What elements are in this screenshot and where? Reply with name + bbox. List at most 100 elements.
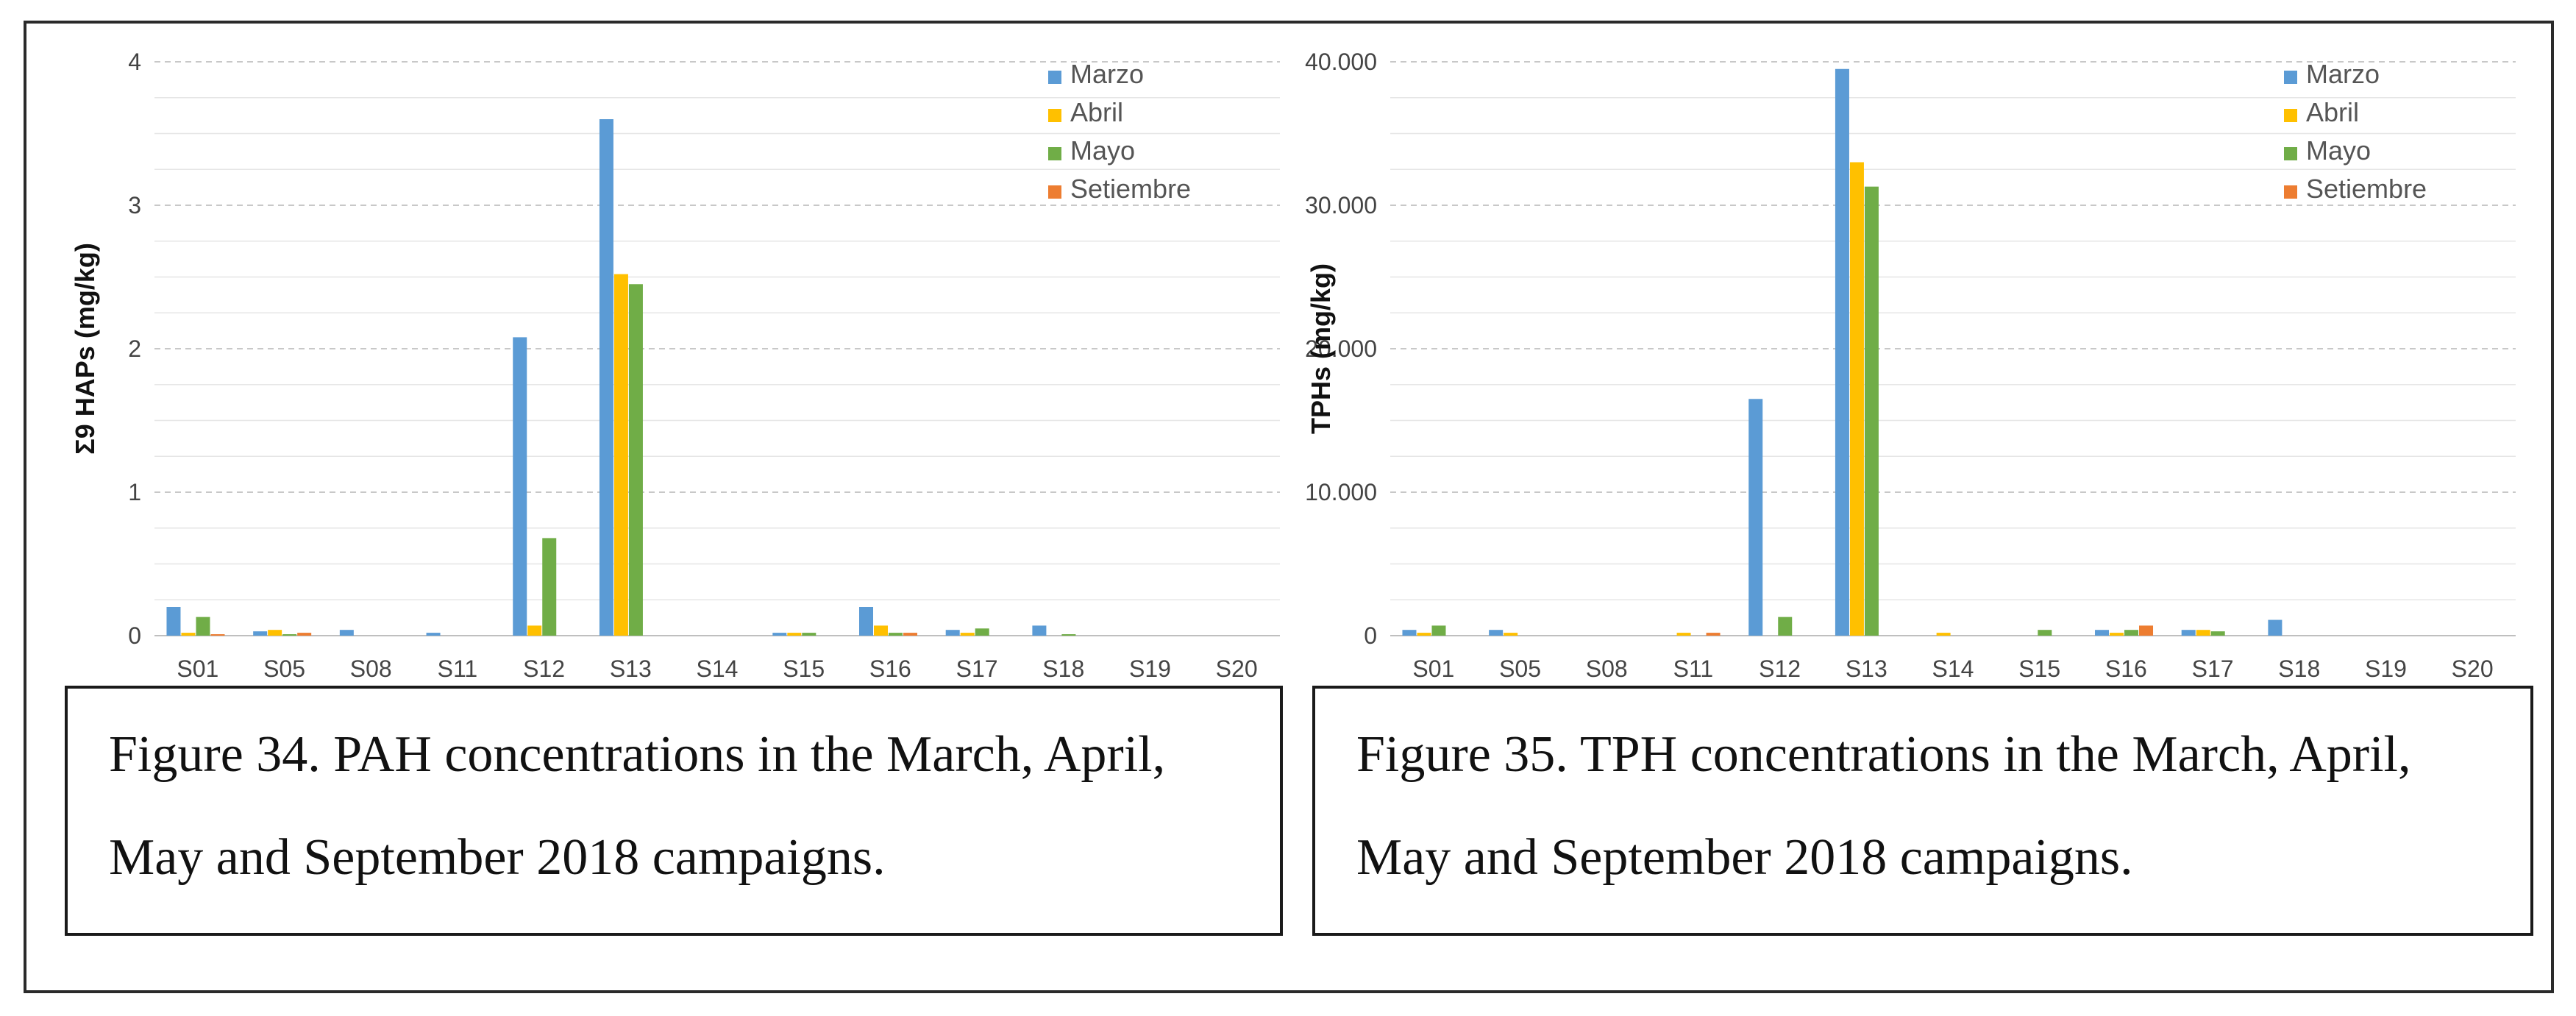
x-tick-label: S08 bbox=[1586, 656, 1628, 682]
bar bbox=[2095, 630, 2110, 636]
bar bbox=[297, 633, 312, 636]
legend-swatch bbox=[2284, 147, 2297, 160]
series-marzo bbox=[166, 119, 1047, 636]
y-tick-label: 20.000 bbox=[1305, 335, 1377, 362]
series-marzo bbox=[1402, 68, 2283, 636]
tph-bar-chart: 0 10.000 20.000 30.000 40.000 TPHs (mg/kg) S01… bbox=[1305, 49, 2516, 682]
y-tick-label: 10.000 bbox=[1305, 479, 1377, 505]
bar bbox=[2110, 633, 2124, 636]
x-tick-label: S18 bbox=[1042, 656, 1084, 682]
bar bbox=[889, 633, 903, 636]
y-tick-label: 30.000 bbox=[1305, 192, 1377, 219]
x-tick-label: S20 bbox=[2452, 656, 2494, 682]
bar bbox=[1849, 162, 1864, 636]
x-tick-label: S11 bbox=[438, 656, 478, 682]
figure-35-caption: Figure 35. TPH concentrations in the Mar… bbox=[1356, 726, 2411, 886]
series-mayo bbox=[196, 284, 1076, 636]
x-tick-label: S15 bbox=[2018, 656, 2060, 682]
bar bbox=[613, 274, 628, 636]
bar bbox=[772, 633, 787, 636]
y-tick-label: 40.000 bbox=[1305, 49, 1377, 75]
x-tick-label: S14 bbox=[697, 656, 739, 682]
bar bbox=[2124, 630, 2139, 636]
bar bbox=[2196, 630, 2210, 636]
bar bbox=[599, 119, 613, 636]
bar bbox=[903, 633, 918, 636]
bar bbox=[787, 633, 802, 636]
figure-frame bbox=[24, 21, 2554, 993]
y-axis-label: Σ9 HAPs (mg/kg) bbox=[70, 243, 100, 455]
bar bbox=[426, 633, 441, 636]
bar bbox=[1748, 399, 1763, 636]
legend-label: Marzo bbox=[2306, 59, 2380, 89]
y-tick-label: 4 bbox=[128, 49, 141, 75]
bar bbox=[1417, 633, 1431, 636]
bar bbox=[1504, 633, 1518, 636]
x-tick-label: S01 bbox=[177, 656, 218, 682]
bar bbox=[196, 617, 210, 636]
series-mayo bbox=[1431, 186, 2225, 636]
bar bbox=[339, 630, 354, 636]
bar bbox=[1402, 630, 1417, 636]
bar bbox=[2210, 631, 2225, 636]
series-abril bbox=[1417, 162, 2210, 636]
x-tick-label: S16 bbox=[2105, 656, 2147, 682]
x-tick-label: S19 bbox=[2365, 656, 2407, 682]
x-tick-label: S12 bbox=[1759, 656, 1801, 682]
y-tick-label: 2 bbox=[128, 335, 141, 362]
x-tick-label: S13 bbox=[1846, 656, 1887, 682]
bar bbox=[513, 337, 527, 636]
bar bbox=[268, 630, 282, 636]
legend-swatch bbox=[2284, 185, 2297, 199]
pah-bar-chart: 0 1 2 3 4 Σ9 HAPs (mg/kg) S01 S05 S08 S11 S12 S13 S1… bbox=[70, 49, 1280, 682]
bar bbox=[802, 633, 816, 636]
bar bbox=[2038, 630, 2052, 636]
bar bbox=[859, 607, 874, 636]
x-tick-label: S01 bbox=[1412, 656, 1454, 682]
x-tick-label: S12 bbox=[523, 656, 565, 682]
x-tick-label: S18 bbox=[2278, 656, 2320, 682]
bar bbox=[1489, 630, 1504, 636]
figure-34-caption: Figure 34. PAH concentrations in the Mar… bbox=[109, 726, 1166, 886]
legend: Marzo Abril Mayo Setiembre bbox=[1048, 59, 1191, 204]
legend-label: Marzo bbox=[1070, 59, 1144, 89]
y-axis-label: TPHs (mg/kg) bbox=[1306, 263, 1336, 434]
x-tick-label: S16 bbox=[869, 656, 911, 682]
bar bbox=[181, 633, 196, 636]
bar bbox=[1778, 617, 1793, 636]
x-tick-label: S15 bbox=[783, 656, 825, 682]
bar bbox=[2268, 619, 2283, 636]
bar bbox=[210, 634, 225, 636]
x-tick-label: S08 bbox=[350, 656, 392, 682]
bar bbox=[1936, 633, 1951, 636]
series-setiembre bbox=[1706, 625, 2154, 636]
bar bbox=[975, 628, 989, 636]
legend-label: Abril bbox=[2306, 97, 2359, 127]
y-tick-label: 0 bbox=[128, 622, 141, 649]
figure-35-caption-box: Figure 35. TPH concentrations in the Mar… bbox=[1312, 686, 2533, 936]
bar bbox=[1676, 633, 1691, 636]
x-tick-label: S05 bbox=[1499, 656, 1541, 682]
bar bbox=[1431, 625, 1446, 636]
x-tick-label: S14 bbox=[1932, 656, 1974, 682]
legend-swatch bbox=[1048, 109, 1061, 122]
x-tick-label: S05 bbox=[263, 656, 305, 682]
legend-swatch bbox=[1048, 71, 1061, 84]
grid-lines bbox=[1390, 61, 2516, 636]
x-tick-label: S17 bbox=[956, 656, 998, 682]
y-tick-label: 3 bbox=[128, 192, 141, 219]
x-tick-label: S17 bbox=[2192, 656, 2234, 682]
bar bbox=[253, 631, 268, 636]
bar bbox=[527, 625, 542, 636]
y-tick-label: 0 bbox=[1364, 622, 1377, 649]
bar bbox=[1706, 633, 1721, 636]
bar bbox=[166, 607, 181, 636]
bar bbox=[874, 625, 889, 636]
bar bbox=[1061, 634, 1076, 636]
bar bbox=[1835, 68, 1849, 636]
legend-swatch bbox=[1048, 147, 1061, 160]
bar bbox=[628, 284, 643, 636]
bar bbox=[960, 633, 975, 636]
grid-lines bbox=[154, 61, 1280, 636]
legend-label: Setiembre bbox=[1070, 174, 1191, 204]
